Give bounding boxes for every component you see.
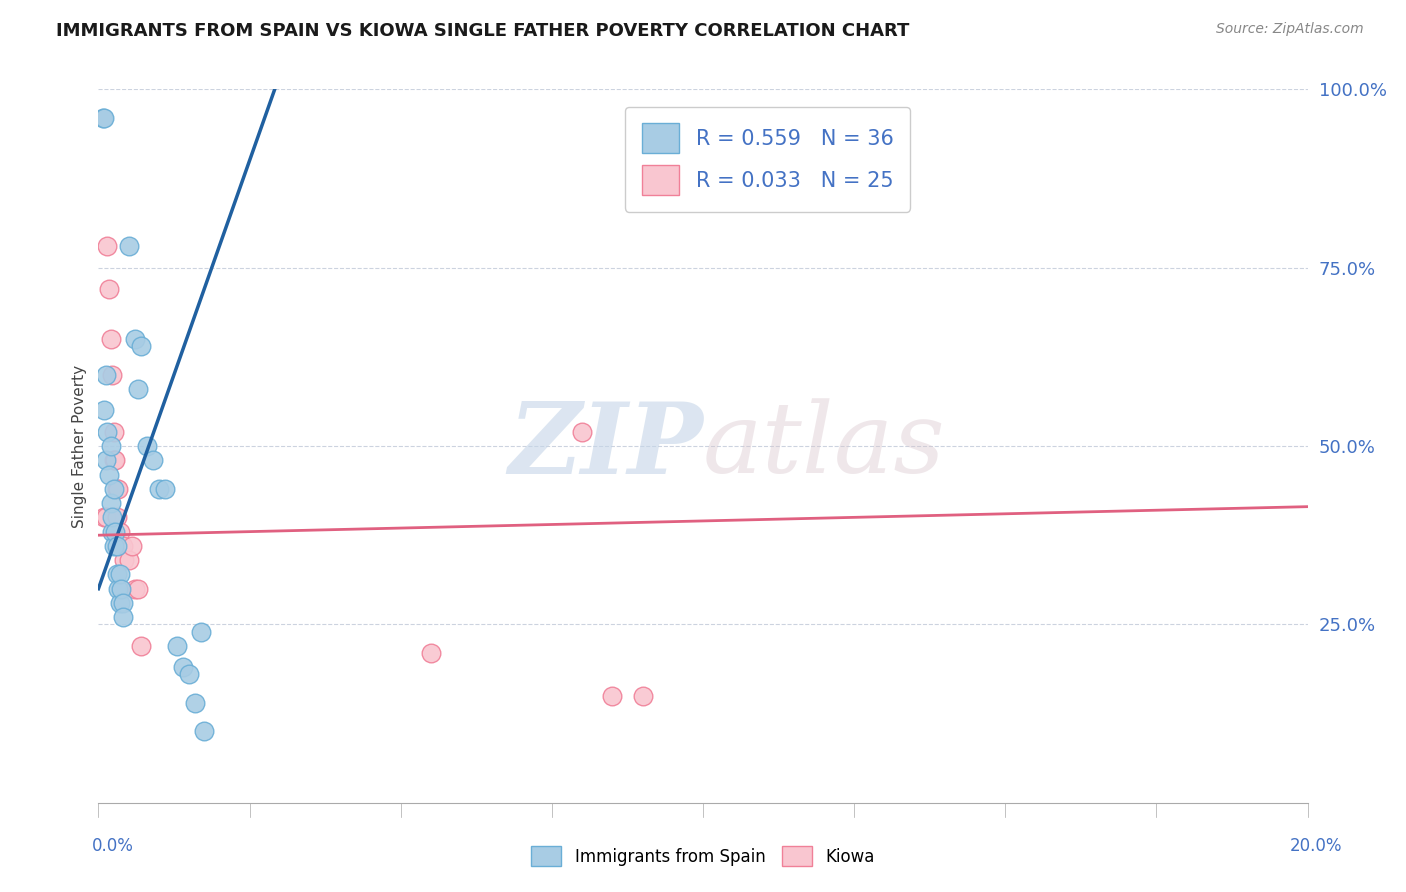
Y-axis label: Single Father Poverty: Single Father Poverty [72,365,87,527]
Point [124,332,146,346]
Point [179,667,201,681]
Point [148,482,170,496]
Point [107,482,129,496]
Point [105,510,128,524]
Point [190,624,212,639]
Point [93,510,115,524]
Point [142,453,165,467]
Point [93,111,115,125]
Point [105,539,128,553]
Point [124,582,146,596]
Point [111,539,134,553]
Point [107,582,129,596]
Point [100,524,122,539]
Point [153,482,176,496]
Point [100,439,122,453]
Point [96,425,118,439]
Text: IMMIGRANTS FROM SPAIN VS KIOWA SINGLE FATHER POVERTY CORRELATION CHART: IMMIGRANTS FROM SPAIN VS KIOWA SINGLE FA… [56,22,910,40]
Point [108,596,131,610]
Text: 20.0%: 20.0% [1291,837,1343,855]
Point [112,553,135,567]
Point [98,467,121,482]
Point [121,539,143,553]
Legend: Immigrants from Spain, Kiowa: Immigrants from Spain, Kiowa [523,838,883,875]
Point [100,332,122,346]
Point [135,439,157,453]
Point [108,567,131,582]
Point [571,425,593,439]
Point [103,482,125,496]
Text: ZIP: ZIP [508,398,703,494]
Point [104,453,127,467]
Text: atlas: atlas [703,399,946,493]
Point [110,539,132,553]
Point [118,553,141,567]
Point [118,239,141,253]
Point [93,403,115,417]
Point [105,567,128,582]
Legend: R = 0.559   N = 36, R = 0.033   N = 25: R = 0.559 N = 36, R = 0.033 N = 25 [624,107,910,211]
Point [100,496,122,510]
Point [94,368,117,382]
Point [98,282,121,296]
Point [108,524,131,539]
Point [127,582,149,596]
Point [105,482,128,496]
Text: 0.0%: 0.0% [91,837,134,855]
Point [94,510,117,524]
Point [420,646,443,660]
Point [100,510,122,524]
Point [129,639,152,653]
Point [129,339,152,353]
Point [110,582,132,596]
Point [103,425,125,439]
Point [96,453,118,467]
Point [193,724,215,739]
Point [96,239,118,253]
Point [100,368,122,382]
Point [103,539,125,553]
Point [602,689,624,703]
Point [104,524,127,539]
Point [166,639,188,653]
Point [103,453,125,467]
Point [91,111,114,125]
Point [631,689,654,703]
Point [172,660,194,674]
Point [127,382,149,396]
Point [111,610,134,624]
Text: Source: ZipAtlas.com: Source: ZipAtlas.com [1216,22,1364,37]
Point [184,696,207,710]
Point [111,596,134,610]
